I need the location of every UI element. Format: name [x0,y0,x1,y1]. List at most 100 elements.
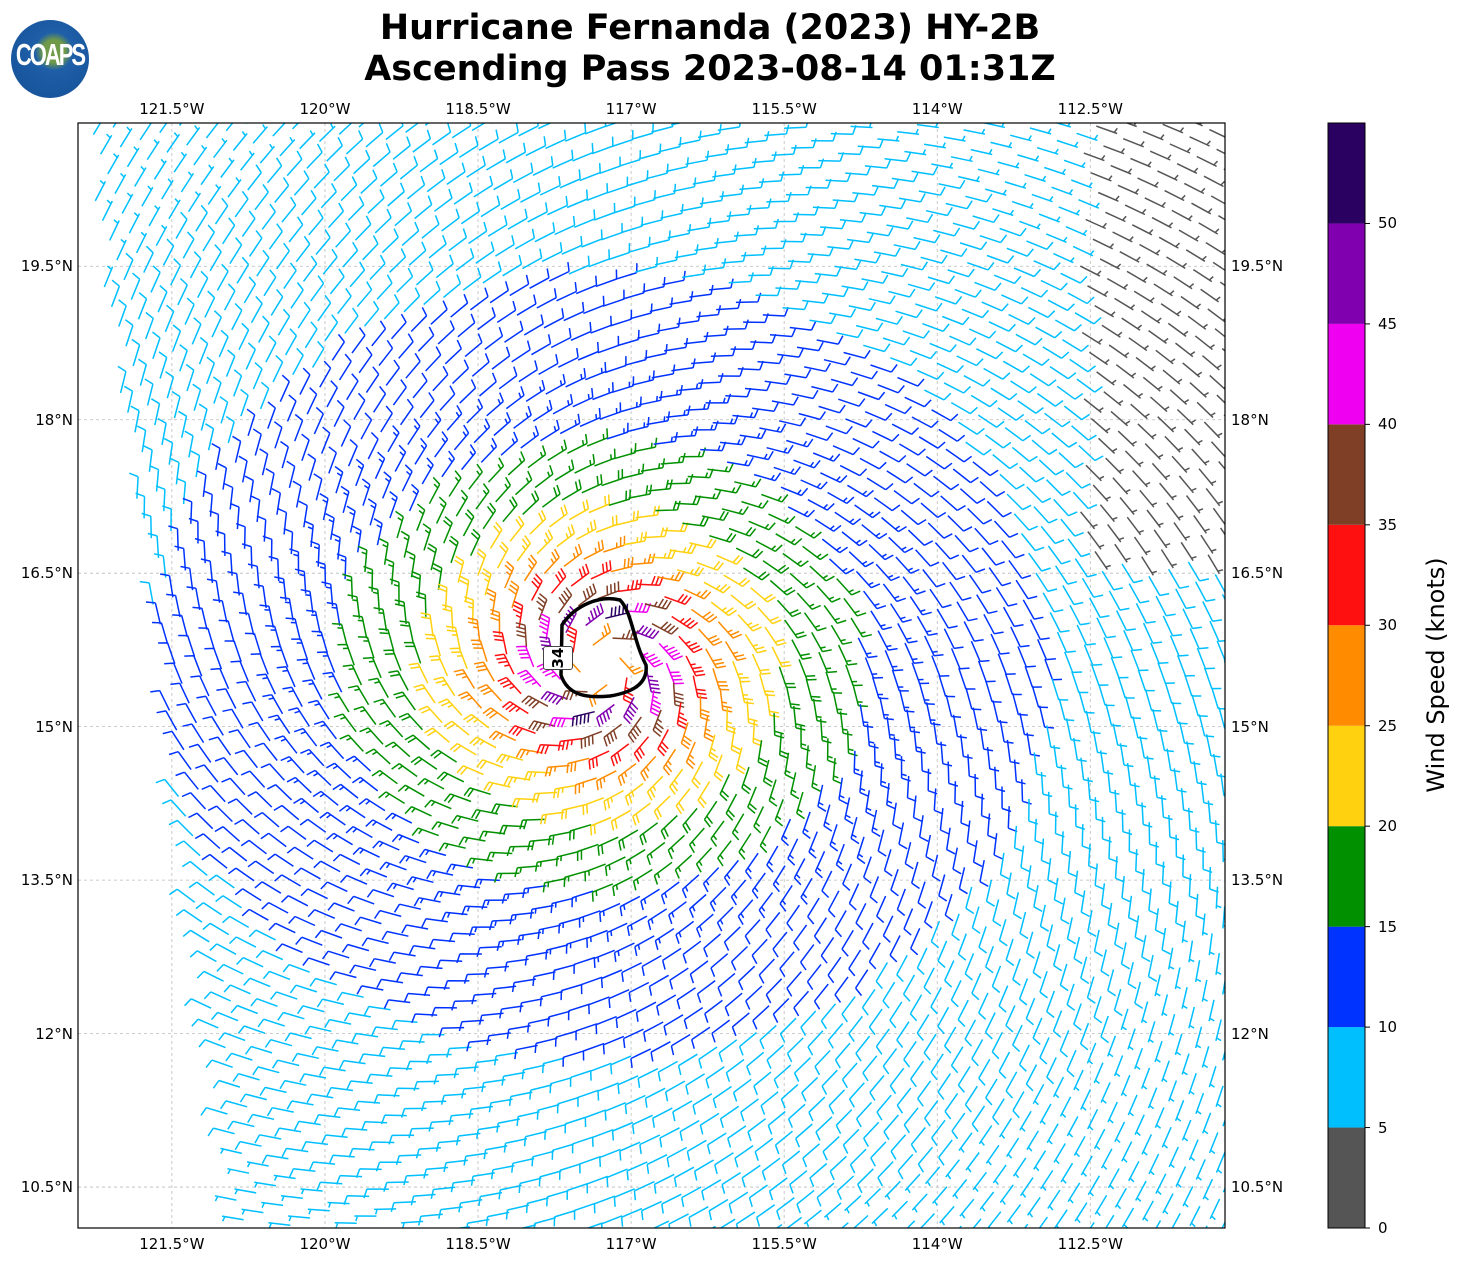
wind-barb [683,1006,704,1030]
wind-barb [362,235,379,261]
wind-barb [669,768,684,795]
wind-barb [621,962,642,983]
wind-barb [214,756,239,776]
wind-barb [728,272,754,284]
wind-barb [945,1159,960,1180]
wind-barb [705,648,727,669]
wind-barb [931,1119,946,1147]
wind-barb [588,996,610,1015]
wind-barb [1045,233,1068,243]
wind-barb [288,1215,311,1222]
lon-tick-label: 118.5°W [445,1235,511,1253]
wind-barb [690,1026,711,1049]
wind-barb [992,899,1002,927]
colorbar-frame [1327,122,1366,1229]
wind-barb [337,287,352,315]
wind-barb [159,123,168,134]
wind-barb [971,1039,984,1067]
wind-barb [842,1128,860,1154]
wind-barb [157,417,167,446]
wind-barb [286,460,296,488]
wind-barb [979,234,1007,244]
wind-barb [162,238,175,266]
wind-barb [274,735,298,754]
wind-barb [778,417,807,427]
wind-barb [753,472,782,482]
wind-barb [861,988,876,1016]
wind-barb [321,950,350,960]
wind-barb [337,643,355,666]
wind-barb [1047,1189,1061,1211]
wind-barb [606,1168,628,1187]
wind-barb [909,994,923,1022]
wind-barb [155,224,168,247]
wind-barb [404,806,432,817]
wind-barb [505,1204,530,1220]
wind-barb [202,922,230,936]
wind-barb [581,474,603,494]
wind-barb [434,431,449,458]
wind-barb [859,770,869,797]
wind-barb [753,218,780,230]
wind-barb [1121,1141,1133,1163]
wind-barb [572,388,594,408]
wind-barb [1128,337,1149,352]
wind-barb [1101,324,1123,338]
wind-barb [501,1071,526,1086]
wind-barb [703,714,714,742]
wind-barb [1008,313,1036,325]
wind-barb [232,130,248,151]
wind-barb [1187,315,1208,330]
wind-barb [839,464,868,477]
wind-barb [1147,954,1158,982]
wind-barb [254,1134,282,1144]
wind-barb [398,1040,425,1050]
wind-barb [1192,268,1214,283]
wind-barb [550,897,574,914]
lat-tick-label-left: 18°N [35,410,73,429]
wind-barb [544,764,570,777]
wind-barb [897,376,925,387]
wind-barb [1097,437,1118,454]
wind-barb [349,964,377,974]
wind-barb [265,625,282,648]
wind-barb [310,275,325,302]
lat-tick-label-right: 19.5°N [1231,257,1284,276]
wind-barb [1066,983,1076,1011]
wind-barb [230,1004,258,1015]
wind-barb [1060,897,1070,925]
wind-barb [676,702,688,730]
wind-barb [766,191,792,203]
wind-barb [931,655,950,677]
gridlines [78,123,1225,1228]
wind-barb [192,606,208,630]
wind-barb [363,1005,391,1016]
wind-barb [674,244,699,259]
wind-barb [1135,602,1156,624]
wind-barb [843,349,871,359]
wind-barb [266,784,293,801]
wind-barb [1069,604,1090,626]
wind-barb [435,496,447,524]
wind-barb [738,1032,757,1056]
wind-barb [382,471,392,499]
wind-barb [1078,199,1100,209]
wind-barb [699,1112,720,1135]
wind-barb [293,727,318,747]
wind-barb [1159,728,1174,753]
wind-barb [664,593,692,606]
wind-barb [910,861,920,890]
wind-barb [471,808,499,820]
wind-barb [1140,1001,1149,1024]
wind-barb [468,1105,493,1119]
wind-barb [240,770,266,788]
wind-barb [347,594,361,619]
wind-barb [274,576,287,601]
wind-barb [965,1152,980,1173]
wind-barb [165,371,175,399]
wind-barb [787,506,816,518]
wind-barb [599,902,621,922]
wind-barb [897,623,918,644]
wind-barb [1196,401,1216,419]
